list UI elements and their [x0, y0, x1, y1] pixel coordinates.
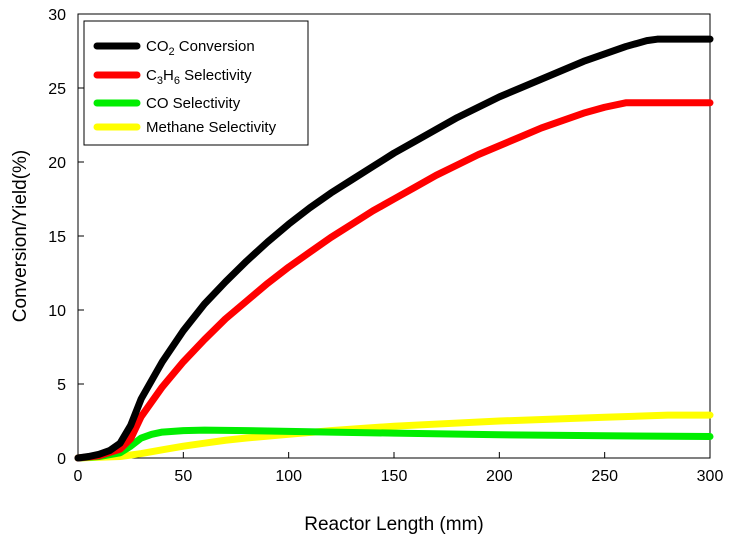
legend-box: [83, 20, 309, 146]
axis-ticks: 0 50 100 150 200 250 300 0 5 10 15 20 25 30: [48, 7, 723, 485]
y-axis-title: Conversion/Yield(%): [10, 150, 31, 322]
legend-label-2: CO Selectivity: [146, 95, 241, 112]
x-tick-label: 50: [174, 468, 192, 485]
x-tick-label: 150: [381, 468, 408, 485]
x-tick-label: 300: [697, 468, 724, 485]
x-tick-label: 100: [275, 468, 302, 485]
y-tick-label: 5: [57, 377, 66, 394]
y-tick-label: 20: [48, 155, 66, 172]
y-tick-label: 25: [48, 81, 66, 98]
series-layer: [74, 35, 714, 462]
y-tick-label: 10: [48, 303, 66, 320]
legend-label-0: CO2 Conversion: [146, 38, 255, 58]
series-line-2: [74, 426, 714, 462]
y-tick-label: 30: [48, 7, 66, 24]
x-tick-label: 250: [591, 468, 618, 485]
legend-label-3: Methane Selectivity: [146, 119, 277, 136]
x-tick-label: 0: [74, 468, 83, 485]
y-tick-label: 0: [57, 451, 66, 468]
x-tick-label: 200: [486, 468, 513, 485]
legend-label-1: C3H6 Selectivity: [146, 67, 252, 87]
series-line-3: [74, 411, 714, 462]
series-line-0: [74, 35, 714, 462]
x-axis-title: Reactor Length (mm): [304, 514, 484, 535]
series-line-1: [74, 99, 714, 462]
legend: CO2 Conversion C3H6 Selectivity CO Selecti…: [83, 20, 309, 146]
y-tick-label: 15: [48, 229, 66, 246]
